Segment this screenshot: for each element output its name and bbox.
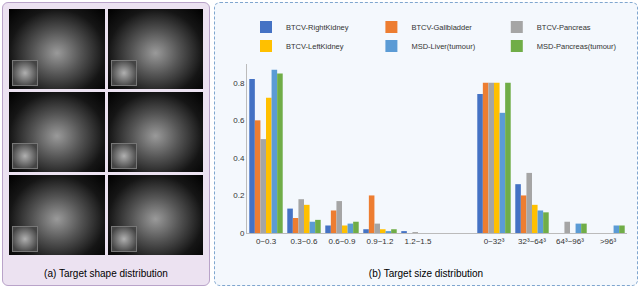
svg-text:BTCV-RightKidney: BTCV-RightKidney [286, 23, 349, 32]
svg-text:0~32³: 0~32³ [484, 237, 505, 246]
svg-text:64³~96³: 64³~96³ [556, 237, 584, 246]
svg-text:0.3~0.6: 0.3~0.6 [291, 237, 318, 246]
svg-text:32³~64³: 32³~64³ [518, 237, 546, 246]
svg-text:0~0.3: 0~0.3 [256, 237, 277, 246]
svg-text:BTCV-Gallbladder: BTCV-Gallbladder [411, 23, 472, 32]
svg-text:>96³: >96³ [600, 237, 617, 246]
svg-text:1.2~1.5: 1.2~1.5 [405, 237, 432, 246]
svg-text:BTCV-Pancreas: BTCV-Pancreas [537, 23, 591, 32]
html-text:(a) Target shape distribution: (a) Target shape distribution [44, 268, 168, 279]
svg-text:0.4: 0.4 [233, 154, 245, 163]
svg-text:0.9~1.2: 0.9~1.2 [367, 237, 394, 246]
svg-text:0.2: 0.2 [233, 191, 245, 200]
svg-text:0.6~0.9: 0.6~0.9 [329, 237, 356, 246]
svg-text:MSD-Liver(tumour): MSD-Liver(tumour) [411, 42, 475, 51]
svg-text:MSD-Pancreas(tumour): MSD-Pancreas(tumour) [537, 42, 617, 51]
html-text:(b) Target size distribution: (b) Target size distribution [368, 268, 484, 279]
svg-text:0.8: 0.8 [233, 79, 245, 88]
svg-text:0.6: 0.6 [233, 116, 245, 125]
svg-text:BTCV-LeftKidney: BTCV-LeftKidney [286, 42, 344, 51]
svg-text:0: 0 [240, 229, 245, 238]
